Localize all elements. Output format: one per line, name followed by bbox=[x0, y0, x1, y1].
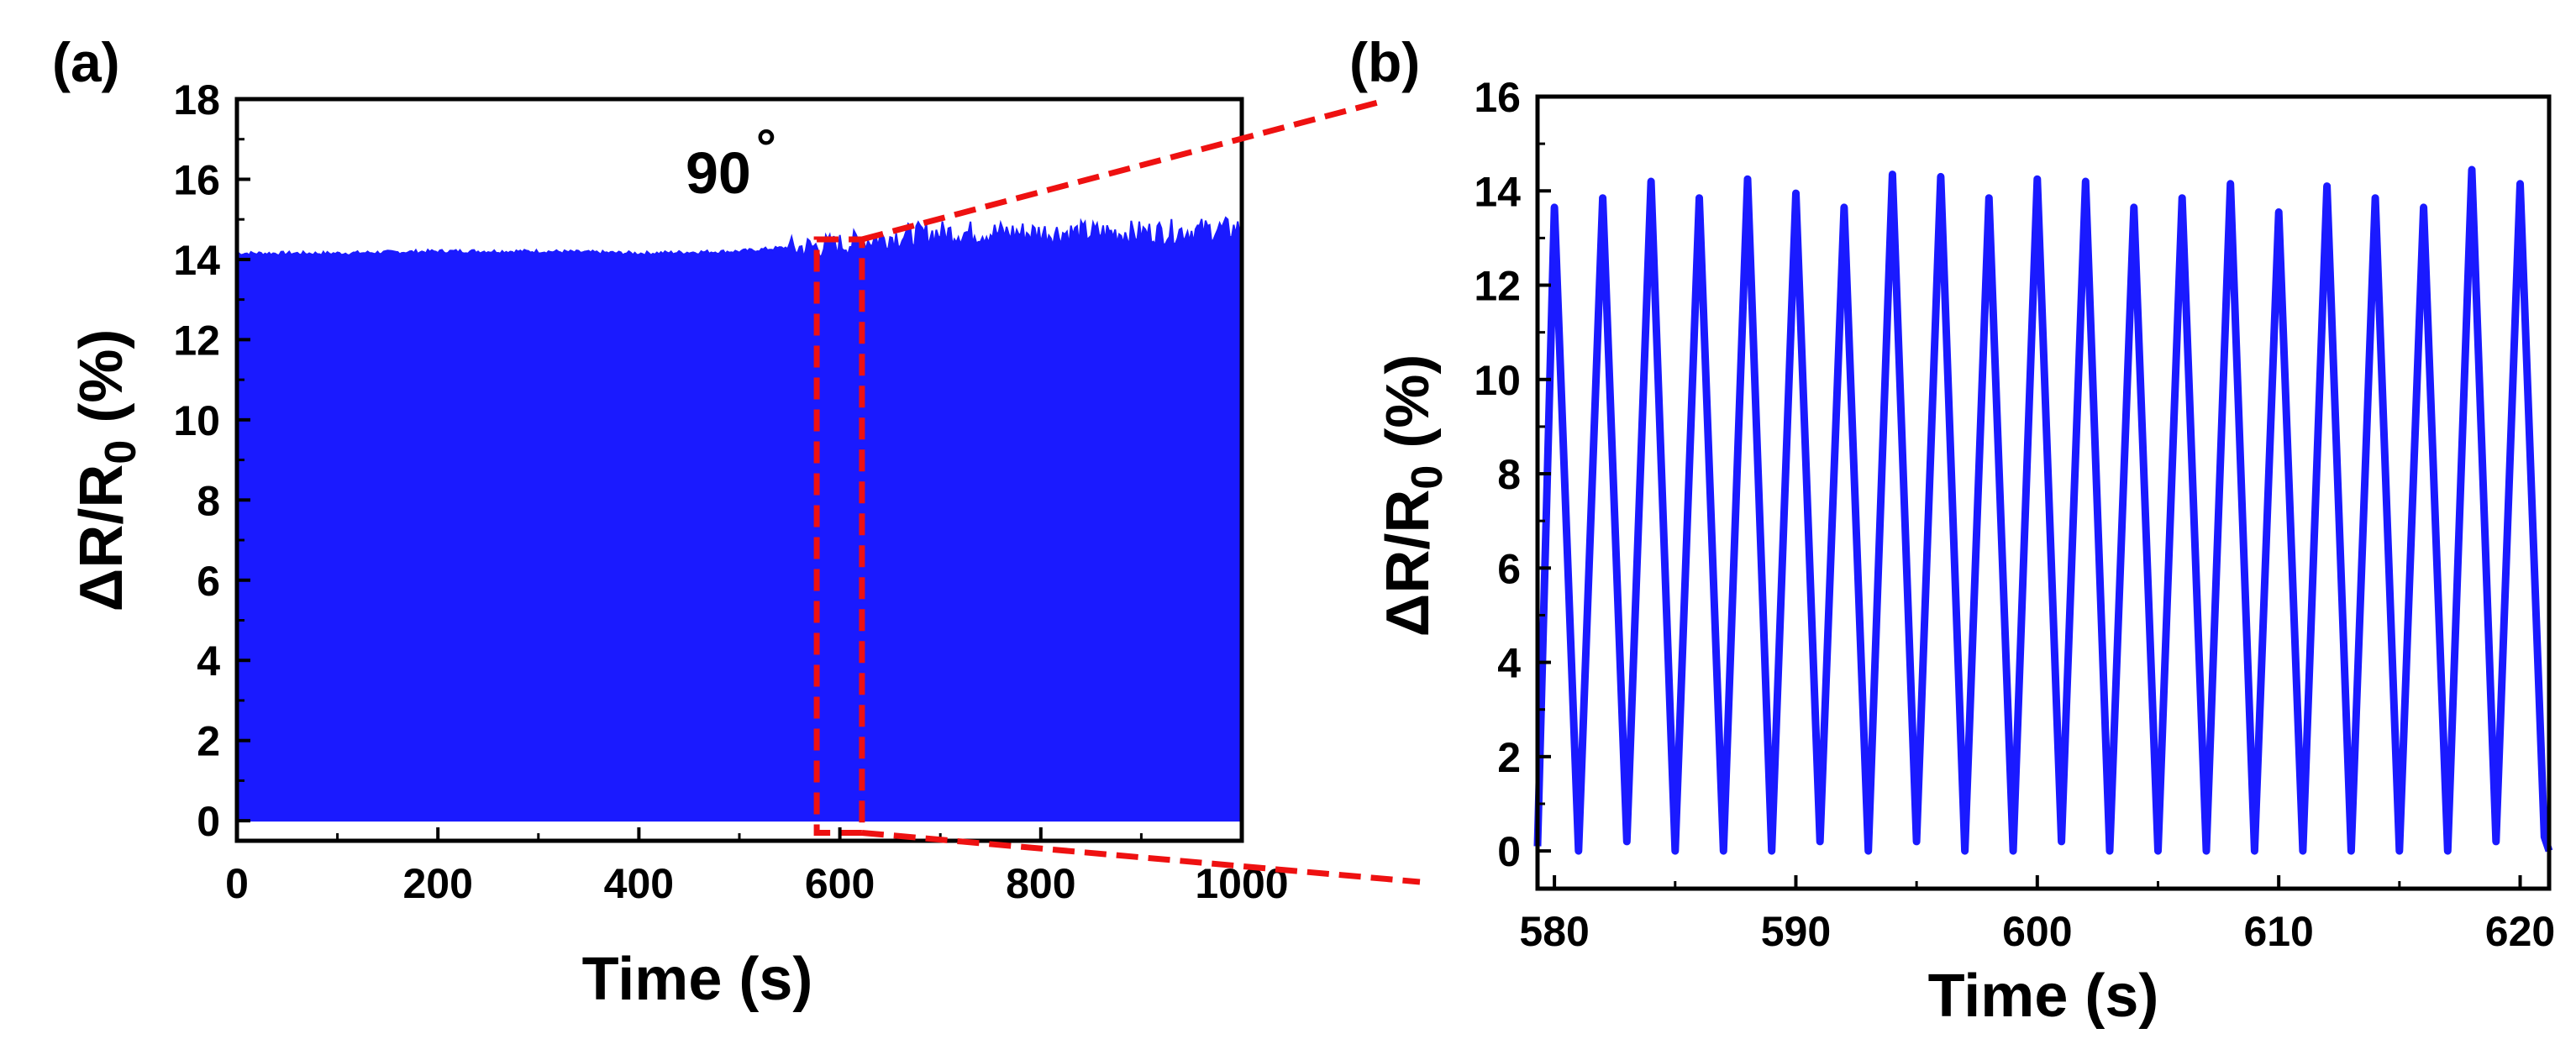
panel-a-y-axis-label: ΔR/R0 (%) bbox=[68, 329, 145, 612]
panel-b-x-tick-label: 620 bbox=[2485, 908, 2555, 955]
panel-a-y-tick-label: 4 bbox=[197, 638, 220, 685]
panel-b-y-tick-label: 4 bbox=[1497, 640, 1521, 687]
panel-a-y-tick-label: 12 bbox=[173, 317, 220, 364]
panel-b-y-tick-label: 12 bbox=[1474, 263, 1521, 310]
panel-b-y-tick-label: 10 bbox=[1474, 357, 1521, 404]
panel-a: 0 200 400 600 800 1000 0 2 4 6 8 10 12 14 16 18 (a) 90 °… bbox=[52, 31, 1289, 1013]
panel-a-y-tick-label: 14 bbox=[173, 237, 220, 284]
panel-a-x-tick-label: 400 bbox=[604, 860, 674, 907]
panel-a-label: (a) bbox=[52, 31, 120, 93]
panel-a-y-tick-label: 10 bbox=[173, 397, 220, 444]
panel-a-x-tick-label: 0 bbox=[225, 860, 249, 907]
panel-b-x-tick-label: 580 bbox=[1519, 908, 1589, 955]
panel-b-x-tick-label: 590 bbox=[1761, 908, 1831, 955]
panel-a-x-tick-label: 200 bbox=[402, 860, 472, 907]
panel-a-x-axis-label: Time (s) bbox=[582, 946, 813, 1013]
panel-b-y-tick-label: 0 bbox=[1497, 828, 1521, 875]
panel-b-y-tick-label: 16 bbox=[1474, 74, 1521, 121]
panel-b-y-tick-label: 8 bbox=[1497, 451, 1521, 498]
panel-a-ticks: 0 200 400 600 800 1000 0 2 4 6 8 10 12 14 16 18 bbox=[173, 76, 1288, 907]
panel-b-x-tick-label: 610 bbox=[2243, 908, 2313, 955]
panel-b-y-axis-label: ΔR/R0 (%) bbox=[1375, 354, 1452, 638]
panel-b-series-response bbox=[1533, 165, 2553, 855]
panel-b-ticks: 580 590 600 610 620 0 2 4 6 8 10 12 14 16 bbox=[1474, 74, 2555, 955]
zoom-connector-top bbox=[861, 99, 1379, 243]
panel-b-series-group bbox=[1533, 165, 2553, 855]
panel-a-y-tick-label: 0 bbox=[197, 798, 220, 845]
panel-b-x-tick-label: 600 bbox=[2002, 908, 2072, 955]
panel-b-y-tick-label: 6 bbox=[1497, 545, 1521, 592]
panel-b-frame bbox=[1535, 94, 2552, 891]
panel-a-y-tick-label: 6 bbox=[197, 558, 220, 605]
panel-a-y-tick-label: 2 bbox=[197, 718, 220, 765]
panel-b-plot-area bbox=[1538, 97, 2549, 889]
panel-b-x-axis-label: Time (s) bbox=[1928, 963, 2159, 1030]
panel-a-x-tick-label: 1000 bbox=[1195, 860, 1288, 907]
panel-b: 580 590 600 610 620 0 2 4 6 8 10 12 14 16 (b) Time (s… bbox=[1349, 31, 2555, 1030]
panel-a-y-tick-label: 8 bbox=[197, 477, 220, 524]
panel-a-series-group bbox=[236, 216, 1243, 822]
panel-a-x-tick-label: 800 bbox=[1006, 860, 1075, 907]
panel-a-y-tick-label: 18 bbox=[173, 76, 220, 123]
panel-b-y-tick-label: 2 bbox=[1497, 734, 1521, 781]
annotation-angle: 90 ° bbox=[686, 119, 776, 206]
panel-b-y-tick-label: 14 bbox=[1474, 168, 1521, 215]
panel-b-label: (b) bbox=[1349, 31, 1420, 93]
zoom-connector-bottom bbox=[861, 829, 1421, 885]
panel-a-y-tick-label: 16 bbox=[173, 156, 220, 203]
panel-a-x-tick-label: 600 bbox=[805, 860, 875, 907]
zoom-connectors bbox=[861, 99, 1421, 885]
panel-a-series-response bbox=[236, 216, 1243, 822]
